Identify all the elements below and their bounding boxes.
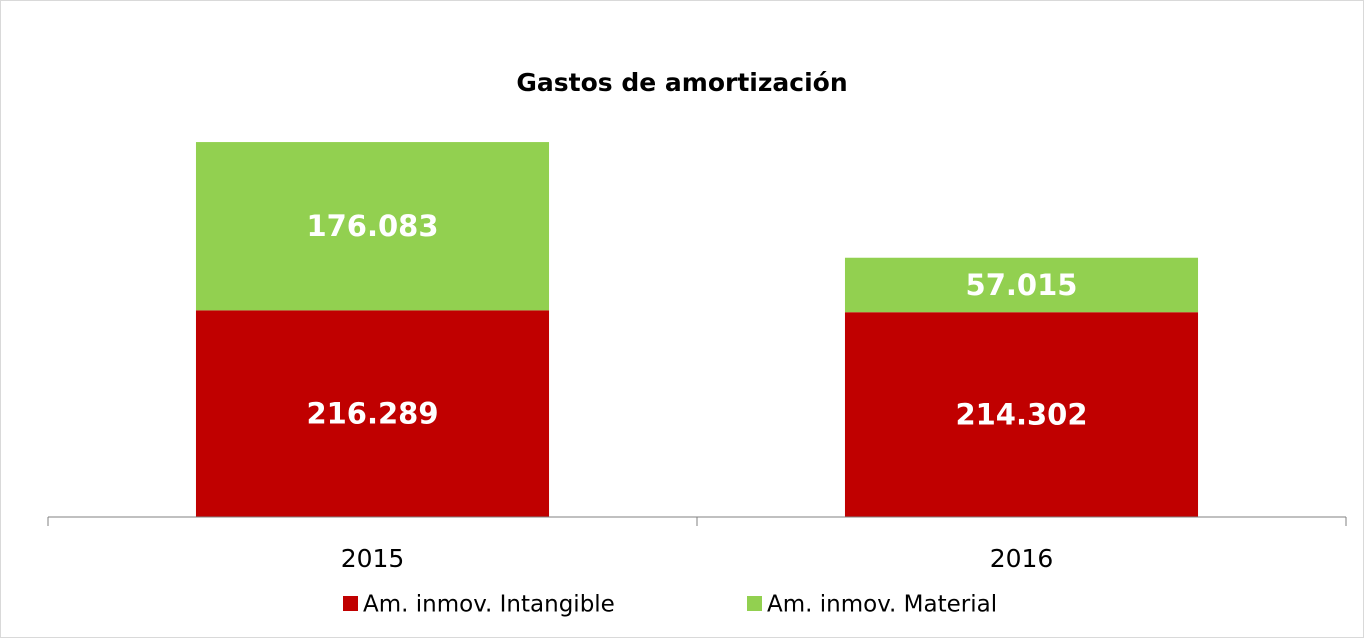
bar-segment <box>844 312 1199 517</box>
legend-label: Am. inmov. Material <box>767 592 997 618</box>
chart-title: Gastos de amortización <box>516 68 847 97</box>
legend-swatch <box>343 596 358 611</box>
data-label: 176.083 <box>306 209 438 243</box>
bar-segment <box>844 257 1199 313</box>
legend-swatch <box>747 596 762 611</box>
x-tick-label: 2015 <box>341 544 405 573</box>
x-tick-label: 2016 <box>990 544 1054 573</box>
bar-segment <box>195 310 550 517</box>
legend-label: Am. inmov. Intangible <box>363 592 615 618</box>
data-label: 216.289 <box>306 397 438 431</box>
bar-segment <box>195 142 550 311</box>
data-label: 214.302 <box>955 398 1087 432</box>
data-label: 57.015 <box>966 268 1078 302</box>
